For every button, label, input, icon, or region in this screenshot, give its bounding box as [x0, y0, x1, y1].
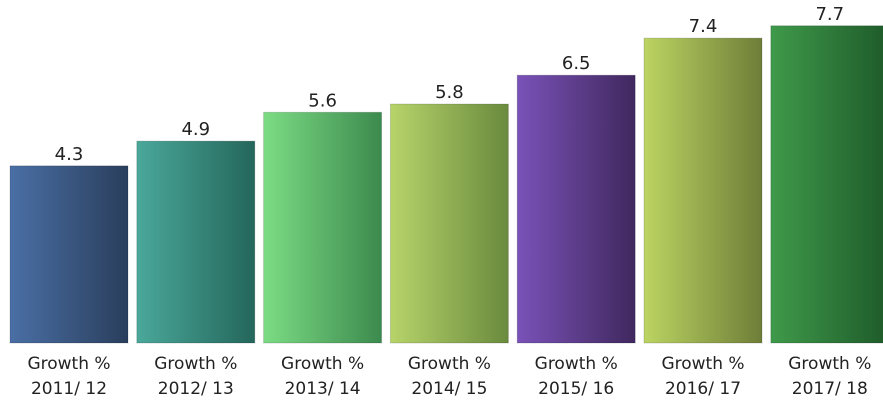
- value-labels-group: 4.3 4.9 5.6 5.8 6.5 7.4 7.7: [55, 4, 844, 165]
- category-label-2-line-1: 2013/ 14: [285, 379, 361, 399]
- value-label-6: 7.7: [815, 4, 844, 25]
- category-label-4-line-0: Growth %: [535, 354, 618, 374]
- category-label-6-line-0: Growth %: [788, 354, 871, 374]
- value-label-4: 6.5: [562, 53, 591, 74]
- category-label-1-line-0: Growth %: [154, 354, 237, 374]
- category-label-5-line-1: 2016/ 17: [665, 379, 741, 399]
- bar-1: [136, 140, 256, 344]
- category-label-3-line-0: Growth %: [408, 354, 491, 374]
- bar-6: [770, 25, 883, 344]
- value-label-5: 7.4: [689, 16, 718, 37]
- category-label-3-line-1: 2014/ 15: [411, 379, 487, 399]
- category-label-4-line-1: 2015/ 16: [538, 379, 614, 399]
- bar-4: [516, 74, 636, 344]
- bar-3: [389, 103, 509, 344]
- bar-5: [643, 37, 763, 344]
- category-label-1-line-1: 2012/ 13: [158, 379, 234, 399]
- category-label-2-line-0: Growth %: [281, 354, 364, 374]
- bar-0: [9, 165, 129, 344]
- value-label-0: 4.3: [55, 144, 84, 165]
- category-label-0-line-0: Growth %: [27, 354, 110, 374]
- bar-2: [263, 111, 383, 344]
- category-labels-group: Growth % 2011/ 12 Growth % 2012/ 13 Growth %…: [27, 354, 871, 399]
- category-label-6-line-1: 2017/ 18: [792, 379, 868, 399]
- bars-group: [9, 25, 883, 344]
- value-label-3: 5.8: [435, 82, 464, 103]
- category-label-0-line-1: 2011/ 12: [31, 379, 107, 399]
- value-label-2: 5.6: [308, 90, 337, 111]
- category-label-5-line-0: Growth %: [661, 354, 744, 374]
- value-label-1: 4.9: [181, 119, 210, 140]
